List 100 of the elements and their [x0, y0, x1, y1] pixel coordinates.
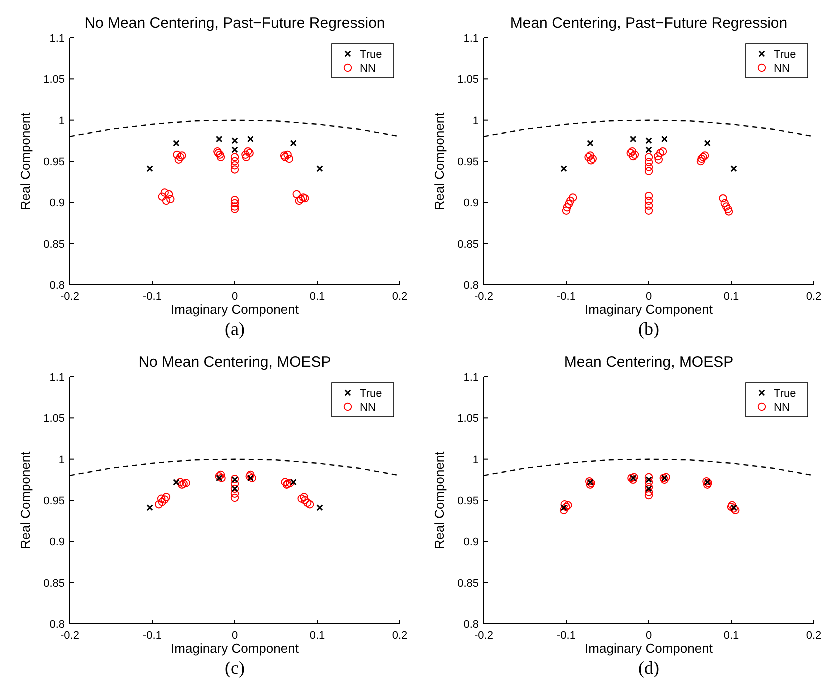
y-tick-label: 1.05 [458, 74, 479, 86]
point [298, 494, 306, 503]
point [246, 470, 255, 480]
y-tick-label: 1.1 [464, 33, 479, 45]
x-tick-label: 0.1 [310, 630, 326, 642]
point [646, 486, 652, 492]
point [586, 152, 595, 160]
point [292, 190, 301, 199]
y-axis-title: Real Component [18, 451, 33, 550]
point [644, 202, 654, 210]
point [646, 476, 652, 484]
point [155, 500, 164, 509]
point [644, 153, 654, 162]
point [587, 156, 596, 165]
point [160, 188, 169, 197]
point [629, 476, 638, 484]
point [644, 158, 654, 166]
point [654, 156, 663, 164]
y-tick-label: 1.1 [464, 372, 479, 384]
point [304, 498, 312, 508]
x-tick-label: 0 [646, 630, 652, 642]
point [301, 496, 310, 505]
point [230, 162, 240, 170]
x-tick-label: 0.2 [806, 630, 822, 642]
point [720, 199, 729, 208]
point [316, 166, 324, 172]
y-tick-label: 0.9 [50, 536, 65, 549]
point [629, 152, 638, 161]
x-tick-label: 0.2 [806, 291, 822, 303]
point [216, 153, 226, 162]
point [158, 498, 166, 506]
point [162, 493, 171, 502]
point [182, 479, 190, 488]
point [562, 502, 571, 512]
legend-label: NN [360, 63, 376, 75]
legend-label: NN [360, 402, 376, 414]
point [646, 146, 652, 154]
y-tick-label: 1 [58, 115, 65, 128]
point [560, 166, 568, 172]
y-tick-label: 0.8 [464, 619, 479, 631]
point [230, 196, 240, 204]
y-axis-title: Real Component [18, 112, 33, 210]
point [158, 192, 166, 202]
point [285, 154, 294, 164]
y-tick-label: 0.95 [458, 496, 479, 508]
x-tick-label: 0.1 [310, 291, 326, 303]
point [587, 140, 594, 147]
point [160, 496, 169, 504]
point [626, 149, 635, 158]
text: (b) [638, 319, 660, 339]
text: (c) [225, 658, 245, 678]
point [646, 138, 652, 144]
point [157, 494, 166, 503]
x-axis-title: Imaginary Component [171, 641, 300, 656]
point [564, 200, 574, 208]
x-tick-label: -0.2 [474, 291, 494, 303]
text: (d) [638, 658, 660, 678]
y-tick-label: 1.05 [44, 74, 65, 86]
point [563, 204, 572, 212]
y-tick-label: 1.05 [458, 413, 479, 426]
point [660, 476, 669, 484]
point [584, 153, 593, 162]
point [300, 493, 308, 502]
y-tick-label: 0.85 [458, 578, 479, 590]
y-tick-label: 0.9 [464, 536, 479, 549]
y-tick-label: 0.8 [50, 280, 65, 292]
y-tick-label: 0.9 [464, 198, 479, 210]
point [644, 473, 654, 482]
point [176, 153, 185, 162]
y-tick-label: 0.85 [44, 578, 65, 590]
y-axis-title: Real Component [432, 451, 447, 550]
y-tick-label: 1 [58, 454, 65, 466]
point [644, 483, 654, 492]
point [173, 479, 180, 486]
y-tick-label: 0.9 [50, 198, 65, 210]
point [242, 150, 250, 160]
point [146, 504, 154, 512]
x-axis-title: Imaginary Component [585, 641, 714, 656]
point [566, 196, 575, 206]
point [230, 166, 240, 174]
x-axis-title: Imaginary Component [585, 302, 714, 317]
point [724, 208, 734, 216]
point [216, 136, 223, 143]
point [562, 206, 571, 215]
x-tick-label: 0.2 [392, 291, 408, 303]
x-tick-label: -0.2 [60, 291, 80, 303]
point [699, 153, 708, 162]
y-tick-label: 0.85 [458, 238, 479, 251]
point [284, 150, 292, 160]
legend-label: NN [774, 63, 790, 75]
y-tick-label: 1.1 [50, 372, 65, 384]
point [242, 153, 251, 162]
point [696, 157, 706, 166]
point [654, 152, 662, 161]
point [166, 195, 175, 204]
y-tick-label: 0.95 [458, 156, 479, 168]
point [230, 157, 240, 166]
point [564, 501, 572, 510]
point [178, 152, 186, 160]
point [230, 153, 240, 162]
